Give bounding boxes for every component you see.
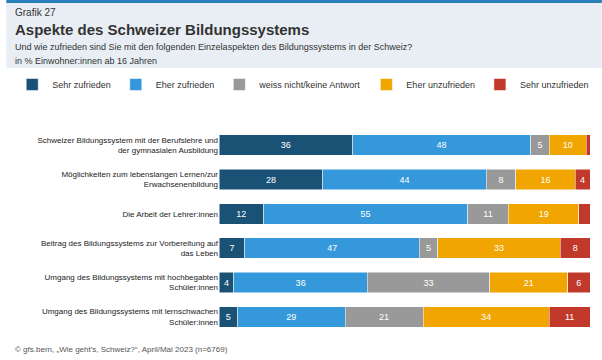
svg-text:28: 28 (266, 175, 276, 185)
svg-text:Sehr unzufrieden: Sehr unzufrieden (520, 80, 589, 90)
svg-text:19: 19 (539, 209, 549, 219)
svg-text:Schweizer Bildungssystem mit d: Schweizer Bildungssystem mit der Berufsl… (37, 136, 218, 155)
svg-text:36: 36 (281, 140, 291, 150)
svg-text:in % Einwohner:innen ab 16 Jah: in % Einwohner:innen ab 16 Jahren (15, 56, 157, 66)
svg-text:33: 33 (494, 243, 504, 253)
svg-text:55: 55 (361, 209, 371, 219)
svg-text:44: 44 (399, 175, 409, 185)
svg-text:4: 4 (580, 175, 585, 185)
svg-text:47: 47 (327, 243, 337, 253)
svg-text:48: 48 (437, 140, 447, 150)
svg-text:© gfs.bern, „Wie geht’s, Schwe: © gfs.bern, „Wie geht’s, Schweiz?“, Apri… (15, 345, 228, 354)
svg-text:29: 29 (286, 312, 296, 322)
svg-text:21: 21 (379, 312, 389, 322)
svg-text:4: 4 (224, 278, 229, 288)
svg-text:Aspekte des Schweizer Bildungs: Aspekte des Schweizer Bildungssystems (15, 21, 309, 38)
svg-text:Eher unzufrieden: Eher unzufrieden (406, 80, 475, 90)
svg-text:12: 12 (236, 209, 246, 219)
svg-text:7: 7 (229, 243, 234, 253)
svg-text:Grafik 27: Grafik 27 (15, 7, 56, 18)
svg-text:Möglichkeiten zum lebenslangen: Möglichkeiten zum lebenslangen Lernen/zu… (61, 170, 218, 189)
svg-text:21: 21 (524, 278, 534, 288)
svg-text:Und wie zufrieden sind Sie mit: Und wie zufrieden sind Sie mit den folge… (15, 42, 412, 52)
svg-text:Beitrag des Bildungssystems zu: Beitrag des Bildungssystems zur Vorberei… (41, 239, 219, 258)
svg-text:Eher zufrieden: Eher zufrieden (156, 80, 215, 90)
svg-text:5: 5 (537, 140, 542, 150)
svg-text:34: 34 (481, 312, 491, 322)
svg-text:11: 11 (565, 312, 574, 322)
svg-text:weiss nicht/keine Antwort: weiss nicht/keine Antwort (258, 80, 360, 90)
svg-text:8: 8 (498, 175, 503, 185)
svg-text:33: 33 (424, 278, 434, 288)
svg-text:11: 11 (483, 209, 492, 219)
svg-text:Sehr zufrieden: Sehr zufrieden (52, 80, 111, 90)
svg-text:6: 6 (576, 278, 581, 288)
svg-text:Umgang des Bildungssystems mit: Umgang des Bildungssystems mit hochbegab… (45, 273, 218, 292)
svg-text:10: 10 (563, 140, 573, 150)
svg-text:8: 8 (573, 243, 578, 253)
svg-text:Umgang des Bildungssystems mit: Umgang des Bildungssystems mit lernschwa… (42, 307, 218, 326)
svg-text:16: 16 (540, 175, 550, 185)
svg-text:5: 5 (226, 312, 231, 322)
svg-text:Die Arbeit der Lehrer:innen: Die Arbeit der Lehrer:innen (122, 210, 218, 219)
svg-text:5: 5 (426, 243, 431, 253)
svg-text:36: 36 (296, 278, 306, 288)
